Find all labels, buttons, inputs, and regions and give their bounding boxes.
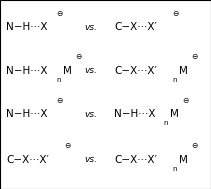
Text: N−H···X: N−H···X: [6, 66, 48, 76]
Text: ⊖: ⊖: [172, 9, 178, 18]
Text: N−H···X: N−H···X: [6, 109, 48, 119]
Text: ⊖: ⊖: [191, 52, 197, 61]
Text: C−X···X′: C−X···X′: [114, 66, 157, 76]
Text: ⊖: ⊖: [183, 96, 189, 105]
Text: n: n: [172, 166, 176, 172]
Text: ⊖: ⊖: [191, 141, 197, 150]
Text: vs.: vs.: [84, 110, 97, 119]
Text: n: n: [164, 120, 168, 126]
Text: ⊖: ⊖: [64, 141, 71, 150]
Text: n: n: [172, 77, 176, 83]
Text: C−X···X′: C−X···X′: [114, 155, 157, 165]
Text: N−H···X: N−H···X: [6, 22, 48, 32]
Text: M: M: [179, 155, 188, 165]
Text: C−X···X′: C−X···X′: [114, 22, 157, 32]
Text: ⊖: ⊖: [56, 9, 62, 18]
Text: N−H···X: N−H···X: [114, 109, 156, 119]
Text: vs.: vs.: [84, 155, 97, 164]
Text: ⊖: ⊖: [75, 52, 81, 61]
Text: M: M: [63, 66, 72, 76]
Text: ⊖: ⊖: [56, 96, 62, 105]
Text: C−X···X′: C−X···X′: [6, 155, 49, 165]
Text: M: M: [179, 66, 188, 76]
Text: vs.: vs.: [84, 23, 97, 32]
Text: vs.: vs.: [84, 66, 97, 75]
Text: M: M: [170, 109, 179, 119]
Text: n: n: [56, 77, 60, 83]
